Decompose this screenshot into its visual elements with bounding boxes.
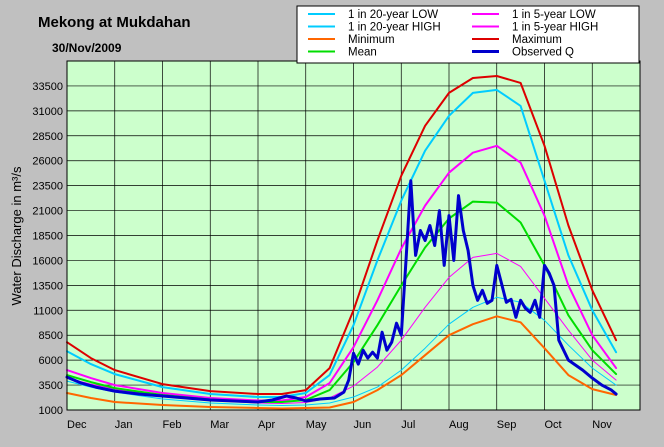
legend-label: 1 in 20-year LOW (348, 9, 438, 21)
y-tick-label: 6000 (39, 355, 63, 367)
y-tick-label: 31000 (32, 106, 63, 118)
y-tick-label: 28500 (32, 131, 63, 143)
y-tick-label: 26000 (32, 156, 63, 168)
x-tick-label: Oct (545, 419, 562, 431)
series-line-observed-q (65, 179, 618, 404)
y-axis-label: Water Discharge in m³/s (9, 166, 24, 305)
legend-label: 1 in 5-year LOW (512, 9, 596, 21)
legend-label: 1 in 20-year HIGH (348, 22, 441, 34)
x-tick-label: Jun (354, 419, 372, 431)
legend-label: 1 in 5-year HIGH (512, 22, 598, 34)
legend-label: Observed Q (512, 47, 574, 59)
x-tick-label: Nov (592, 419, 612, 431)
grid-lines (67, 61, 640, 411)
x-tick-label: Sep (497, 419, 517, 431)
x-tick-label: Aug (449, 419, 469, 431)
legend: 1 in 20-year LOW 1 in 5-year LOW 1 in 20-y… (296, 5, 640, 64)
y-tick-label: 33500 (32, 81, 63, 93)
chart-title: Mekong at Mukdahan (38, 14, 191, 31)
y-tick-label: 23500 (32, 181, 63, 193)
x-tick-label: Apr (258, 419, 275, 431)
legend-label: Mean (348, 47, 377, 59)
series-line-1-in-5-year-high (66, 144, 618, 402)
y-tick-label: 1000 (39, 405, 63, 417)
chart-subtitle: 30/Nov/2009 (52, 41, 122, 55)
y-tick-label: 3500 (39, 380, 63, 392)
y-tick-label: 16000 (32, 255, 63, 267)
legend-box (296, 5, 640, 64)
y-tick-label: 21000 (32, 206, 63, 218)
y-tick-label: 11000 (33, 305, 63, 317)
series-line-1-in-20-year-high (66, 88, 618, 398)
y-tick-label: 8500 (39, 330, 63, 342)
x-axis-tick-labels: Dec Jan Feb Mar Apr May Jun Jul Aug Sep Oct Nov (67, 419, 612, 431)
x-tick-label: Jul (401, 419, 415, 431)
series-line-maximum (66, 75, 618, 395)
y-tick-label: 18500 (32, 231, 63, 243)
x-tick-label: Feb (163, 419, 182, 431)
series-line-minimum (66, 315, 618, 410)
series-layer (65, 75, 618, 410)
x-tick-label: Jan (115, 419, 133, 431)
y-axis-tick-labels: 1000 3500 6000 8500 11000 13500 16000 18500 2100… (32, 81, 63, 417)
x-tick-label: Dec (67, 419, 87, 431)
legend-label: Maximum (512, 34, 562, 46)
y-tick-label: 13500 (32, 280, 63, 292)
series-line-1-in-20-year-low (66, 296, 617, 406)
legend-label: Minimum (348, 34, 395, 46)
x-tick-label: Mar (210, 419, 229, 431)
x-tick-label: May (306, 419, 327, 431)
